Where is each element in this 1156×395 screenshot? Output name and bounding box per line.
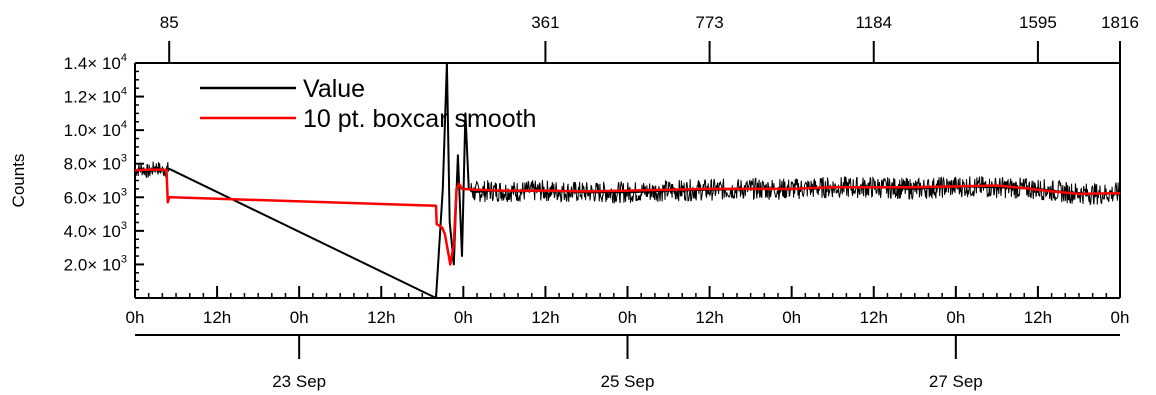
x-tick-label: 0h <box>618 308 637 327</box>
y-tick-label: 1.4× 104 <box>64 52 127 73</box>
top-tick-label: 1816 <box>1101 13 1139 32</box>
x-tick-label: 12h <box>1024 308 1052 327</box>
legend-label: 10 pt. boxcar smooth <box>303 105 536 133</box>
date-tick-label: 27 Sep <box>929 372 983 391</box>
series-value-line <box>134 62 1121 299</box>
x-tick-label: 12h <box>367 308 395 327</box>
value-noise-band <box>134 161 1121 206</box>
x-tick-label: 0h <box>290 308 309 327</box>
series-smooth-line <box>134 168 1121 266</box>
y-axis-label: Counts <box>9 154 28 208</box>
legend-label: Value <box>303 75 365 103</box>
x-tick-label: 0h <box>126 308 145 327</box>
axes: 2.0× 103 4.0× 103 6.0× 103 8.0× 103 1.0× 104… <box>64 13 1139 391</box>
series-group <box>134 62 1121 299</box>
x-tick-label: 12h <box>531 308 559 327</box>
y-tick-label: 1.0× 104 <box>64 119 127 140</box>
top-tick-label: 85 <box>160 13 179 32</box>
x-tick-label: 0h <box>454 308 473 327</box>
top-tick-label: 1184 <box>855 13 892 32</box>
y-tick-label: 2.0× 103 <box>64 253 127 274</box>
x-tick-label: 0h <box>782 308 801 327</box>
x-tick-label: 0h <box>946 308 965 327</box>
x-tick-label: 12h <box>695 308 723 327</box>
x-tick-label: 12h <box>860 308 888 327</box>
x-tick-label: 12h <box>203 308 231 327</box>
top-tick-label: 773 <box>695 13 723 32</box>
date-tick-label: 25 Sep <box>601 372 655 391</box>
y-tick-label: 4.0× 103 <box>64 220 127 241</box>
top-tick-label: 361 <box>531 13 559 32</box>
top-tick-label: 1595 <box>1019 13 1057 32</box>
y-tick-label: 1.2× 104 <box>64 86 127 107</box>
x-tick-label: 0h <box>1111 308 1130 327</box>
y-tick-label: 6.0× 103 <box>64 186 127 207</box>
y-tick-label: 8.0× 103 <box>64 153 127 174</box>
date-tick-label: 23 Sep <box>272 372 326 391</box>
value-noise-late <box>469 176 1121 206</box>
